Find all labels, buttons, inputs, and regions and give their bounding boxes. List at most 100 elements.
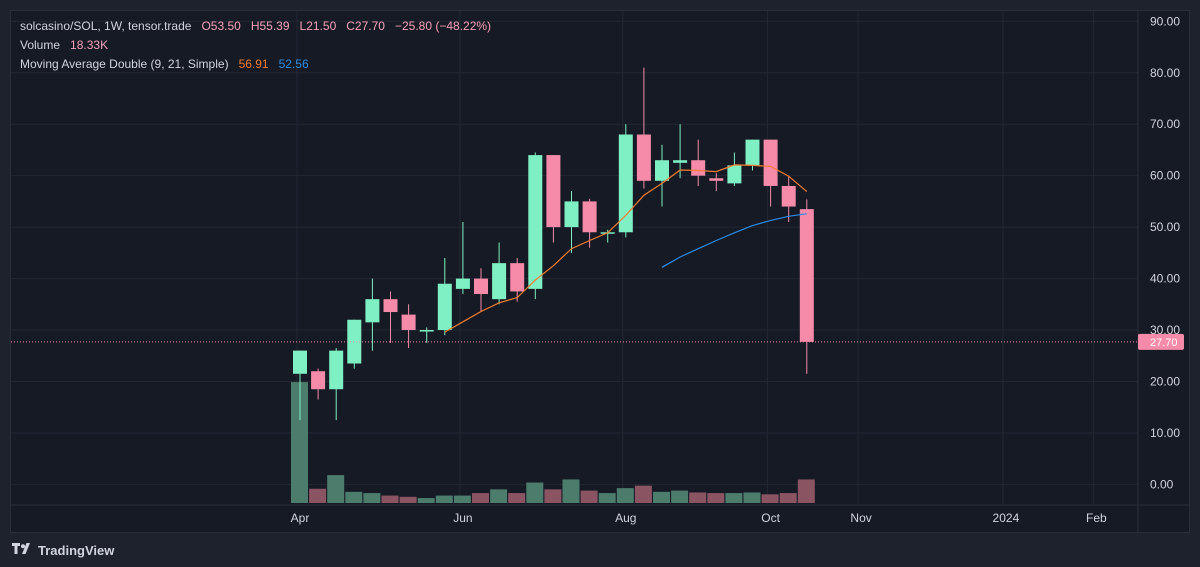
candle	[437, 258, 452, 336]
volume-bar	[327, 475, 345, 503]
candle	[347, 319, 362, 369]
legend-symbol-row: solcasino/SOL, 1W, tensor.trade O53.50 H…	[20, 17, 491, 36]
volume-bar	[634, 485, 652, 503]
high-value: H55.39	[250, 19, 290, 33]
volume-bar	[345, 491, 363, 503]
volume-bars	[291, 382, 815, 503]
brand-name: TradingView	[38, 542, 115, 558]
candle-body	[655, 160, 669, 181]
symbol-title[interactable]: solcasino/SOL, 1W, tensor.trade	[20, 19, 192, 33]
candle-body	[311, 371, 326, 390]
candle	[546, 155, 561, 243]
candle-body	[546, 155, 561, 228]
candle	[455, 221, 470, 295]
candle-body	[419, 330, 434, 332]
candle	[709, 173, 724, 192]
chart-legend: solcasino/SOL, 1W, tensor.trade O53.50 H…	[20, 17, 491, 74]
candle-body	[528, 155, 543, 289]
candle	[673, 124, 688, 179]
volume-bar	[580, 490, 598, 503]
candle	[510, 258, 525, 302]
candle	[401, 304, 416, 349]
price-tick-label: 80.00	[1150, 66, 1180, 80]
volume-bar	[381, 495, 399, 503]
candle	[383, 291, 398, 343]
candle-body	[673, 160, 688, 163]
candle-body	[564, 201, 579, 228]
price-tick-label: 60.00	[1150, 169, 1180, 183]
time-tick-label: Jun	[453, 511, 472, 525]
price-tick-label: 0.00	[1150, 477, 1174, 491]
close-value: C27.70	[346, 19, 385, 33]
candle-body	[763, 139, 778, 186]
open-value: O53.50	[201, 19, 241, 33]
time-tick-label: Oct	[761, 511, 780, 525]
ma-fast-line	[444, 164, 808, 333]
volume-bar	[363, 493, 381, 503]
price-tick-label: 20.00	[1150, 375, 1180, 389]
time-tick-label: Nov	[850, 511, 871, 525]
volume-bar	[707, 493, 725, 503]
candle-body	[383, 299, 398, 313]
legend-ma-row[interactable]: Moving Average Double (9, 21, Simple) 56…	[20, 55, 491, 74]
candle-body	[365, 299, 380, 323]
chart-pane[interactable]	[10, 10, 1190, 533]
candles	[293, 67, 814, 421]
volume-bar	[508, 493, 526, 503]
candle	[600, 229, 615, 243]
candle-body	[636, 134, 651, 181]
candle-body	[329, 350, 344, 390]
candle-body	[781, 185, 796, 207]
candle	[636, 67, 651, 189]
volume-bar	[779, 493, 797, 503]
candle	[781, 175, 796, 222]
volume-bar	[435, 495, 453, 503]
volume-label: Volume	[20, 38, 61, 52]
volume-bar	[671, 490, 689, 503]
candle-body	[347, 319, 362, 364]
candle-body	[437, 283, 452, 331]
time-tick-label: Feb	[1086, 511, 1107, 525]
volume-bar	[653, 491, 670, 503]
candle	[474, 268, 488, 313]
price-axis[interactable]: 90.00 80.00 70.00 60.00 50.00 40.00 30.00 20.00…	[1150, 14, 1180, 491]
candle	[329, 348, 344, 421]
candle	[691, 139, 706, 186]
volume-bar	[616, 488, 634, 503]
tradingview-branding[interactable]: TradingView	[12, 540, 114, 560]
candle-body	[510, 263, 525, 292]
price-tick-label: 40.00	[1150, 272, 1180, 286]
time-axis[interactable]: Apr Jun Aug Oct Nov 2024 Feb	[291, 511, 1107, 525]
price-tick-label: 10.00	[1150, 426, 1180, 440]
volume-bar	[689, 492, 707, 503]
volume-bar	[417, 498, 435, 503]
price-tick-label: 90.00	[1150, 14, 1180, 28]
candle	[293, 350, 307, 421]
candle-body	[455, 278, 470, 289]
candle	[799, 199, 814, 374]
candle-body	[401, 314, 416, 331]
candle-body	[293, 350, 307, 374]
legend-volume-row[interactable]: Volume 18.33K	[20, 36, 491, 55]
candle	[528, 152, 543, 300]
candle	[618, 124, 633, 238]
candle-body	[618, 134, 633, 233]
volume-bar	[472, 493, 489, 503]
volume-bar	[562, 479, 580, 503]
volume-bar	[526, 482, 544, 503]
candle	[311, 368, 326, 400]
last-price-tag: 27.70	[1138, 333, 1184, 350]
tradingview-logo-icon	[12, 543, 30, 554]
change-value: −25.80 (−48.22%)	[394, 19, 492, 33]
candle	[492, 242, 507, 305]
grid	[11, 11, 1189, 532]
volume-bar	[725, 493, 743, 503]
price-tick-label: 30.00	[1150, 323, 1180, 337]
ma-slow-line	[661, 213, 807, 268]
volume-bar	[309, 488, 327, 503]
low-value: L21.50	[299, 19, 337, 33]
volume-bar	[453, 495, 471, 503]
candle	[763, 139, 778, 207]
candle	[582, 198, 597, 248]
